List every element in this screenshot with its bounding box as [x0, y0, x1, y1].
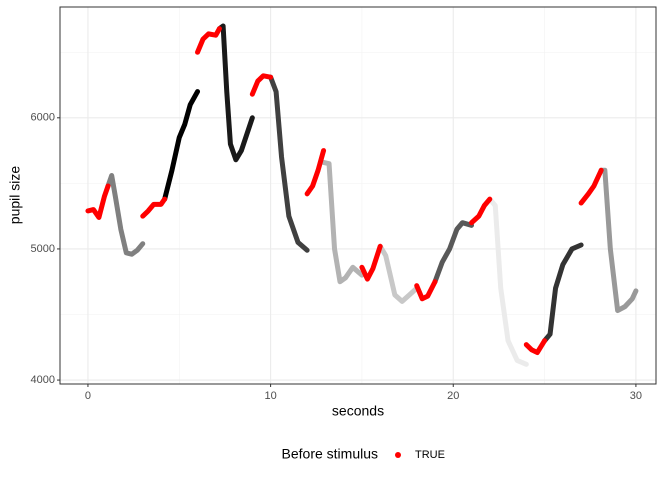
legend-title: Before stimulus — [282, 446, 378, 462]
series-line — [487, 196, 529, 367]
y-tick-label: 5000 — [31, 243, 55, 255]
series-line — [598, 167, 639, 314]
x-tick-label: 0 — [85, 390, 91, 402]
y-tick-label: 6000 — [31, 112, 55, 124]
x-axis-title: seconds — [332, 403, 384, 419]
series-line — [268, 74, 310, 253]
x-tick-label: 10 — [264, 390, 276, 402]
legend-label: TRUE — [415, 449, 445, 461]
series-line — [216, 23, 255, 163]
series-line — [162, 89, 201, 202]
y-axis-title: pupil size — [7, 166, 23, 225]
x-tick-label: 20 — [447, 390, 459, 402]
series-line — [321, 159, 365, 285]
legend-key — [395, 452, 401, 458]
x-tick-label: 30 — [630, 390, 642, 402]
series-line — [432, 220, 475, 285]
series-line — [105, 173, 146, 257]
series-line — [377, 243, 420, 304]
series-line — [542, 242, 584, 344]
y-tick-label: 4000 — [31, 374, 55, 386]
panel-border — [59, 6, 657, 385]
series-line — [85, 26, 604, 356]
